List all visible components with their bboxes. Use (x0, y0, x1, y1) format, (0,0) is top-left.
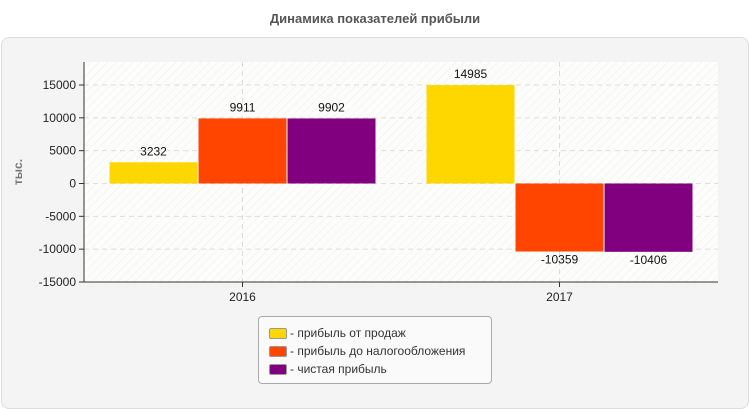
legend-label: - прибыль до налогообложения (290, 344, 466, 358)
bar (287, 118, 376, 184)
y-tick-label: 10000 (43, 111, 77, 125)
data-label: 9902 (318, 100, 345, 114)
bar (426, 85, 515, 184)
data-label: 9911 (230, 100, 256, 114)
bar (198, 118, 287, 184)
y-tick-label: 5000 (49, 144, 76, 158)
chart-title: Динамика показателей прибыли (269, 11, 481, 26)
data-label: 14985 (454, 67, 488, 81)
y-axis-label: тыс. (11, 159, 25, 185)
legend: - прибыль от продаж - прибыль до налогоо… (258, 316, 492, 384)
y-tick-label: -15000 (39, 275, 77, 289)
data-label: -10406 (630, 253, 668, 267)
y-tick-label: -10000 (39, 242, 77, 256)
bar (109, 162, 198, 184)
bar (604, 183, 693, 252)
data-label: 3232 (140, 144, 167, 158)
legend-label: - чистая прибыль (290, 362, 387, 376)
y-tick-label: 0 (69, 176, 76, 190)
y-tick-label: 15000 (43, 78, 77, 92)
bar (515, 183, 604, 252)
y-tick-label: -5000 (45, 209, 76, 223)
bar-chart: 15000 10000 5000 0 -5000 -10000 -15000 2016 3232… (11, 62, 718, 304)
legend-swatch (269, 327, 287, 339)
data-label: -10359 (541, 253, 579, 267)
x-tick-label: 2016 (229, 290, 256, 304)
legend-label: - прибыль от продаж (290, 326, 406, 340)
legend-swatch (269, 363, 287, 375)
x-tick-label: 2017 (546, 290, 573, 304)
legend-swatch (269, 345, 287, 357)
legend-item: - чистая прибыль (269, 360, 491, 378)
legend-item: - прибыль до налогообложения (269, 342, 491, 360)
legend-item: - прибыль от продаж (269, 324, 491, 342)
